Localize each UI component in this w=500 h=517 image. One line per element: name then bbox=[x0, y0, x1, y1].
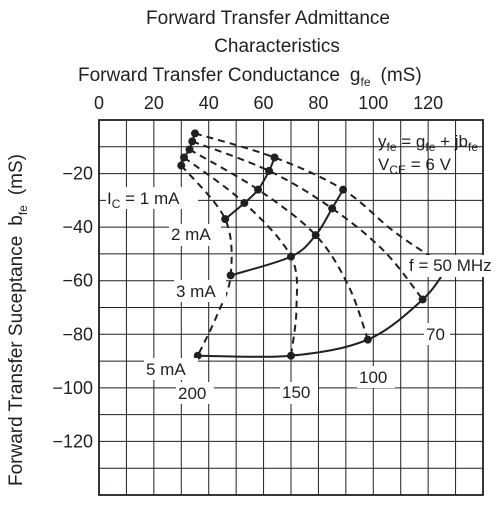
label-ic-1ma: IC = 1 mA bbox=[107, 189, 180, 211]
data-point bbox=[185, 145, 194, 154]
grid bbox=[99, 120, 483, 495]
ic-label-bg bbox=[106, 187, 198, 209]
y-axis-unit: (mS) bbox=[6, 154, 27, 195]
x-tick-label: 40 bbox=[199, 93, 219, 113]
y-tick-label: −40 bbox=[62, 217, 93, 237]
y-tick-label: −120 bbox=[52, 431, 93, 451]
label-150-bg bbox=[280, 382, 318, 404]
label-5ma-bg bbox=[144, 358, 198, 380]
y-axis-symbol: b bbox=[6, 215, 27, 226]
data-point bbox=[311, 231, 320, 240]
formula-vce: VCE = 6 V bbox=[378, 155, 452, 177]
data-point bbox=[339, 185, 348, 194]
data-point bbox=[226, 271, 235, 280]
data-point bbox=[254, 185, 263, 194]
x-tick-label: 120 bbox=[413, 93, 443, 113]
data-point bbox=[418, 295, 427, 304]
x-tick-label: 80 bbox=[308, 93, 328, 113]
x-tick-label: 0 bbox=[94, 93, 104, 113]
frequency-curve bbox=[188, 148, 369, 340]
label-150: 150 bbox=[282, 383, 310, 402]
y-axis-title: Forward Transfer Suceptance bfe (mS) bbox=[6, 154, 30, 486]
y-axis-symbol-sub: fe bbox=[16, 205, 30, 215]
label-100: 100 bbox=[359, 368, 387, 387]
label-2ma: 2 mA bbox=[171, 225, 211, 244]
label-50mhz-bg bbox=[407, 255, 499, 277]
label-200: 200 bbox=[178, 384, 206, 403]
label-50mhz: f = 50 MHz bbox=[409, 256, 492, 275]
formula-yfe: yfe = gfe + jbfe bbox=[378, 132, 478, 154]
data-point bbox=[188, 137, 197, 146]
label-3ma-bg bbox=[174, 280, 226, 302]
chart-title-line1: Forward Transfer Admittance bbox=[146, 8, 390, 29]
y-tick-labels: −20 −40 −60 −80 −100 −120 bbox=[52, 164, 93, 452]
data-point bbox=[221, 215, 230, 224]
frequency-curve bbox=[191, 140, 424, 301]
x-axis-symbol-sub: fe bbox=[360, 75, 370, 89]
x-tick-label: 60 bbox=[254, 93, 274, 113]
y-tick-label: −100 bbox=[52, 378, 93, 398]
data-point bbox=[191, 129, 199, 138]
chart-title-line2: Characteristics bbox=[214, 36, 340, 57]
label-2ma-bg bbox=[169, 224, 221, 246]
x-axis-title: Forward Transfer Conductance gfe (mS) bbox=[78, 65, 422, 89]
y-tick-label: −80 bbox=[62, 324, 93, 344]
label-3ma: 3 mA bbox=[176, 282, 216, 301]
x-axis-symbol: g bbox=[350, 65, 361, 86]
data-point bbox=[193, 351, 202, 360]
y-tick-label: −20 bbox=[62, 164, 93, 184]
x-axis-unit: (mS) bbox=[381, 65, 422, 86]
data-point bbox=[363, 335, 372, 344]
data-point bbox=[270, 153, 279, 162]
data-point bbox=[180, 153, 189, 162]
current-curve bbox=[224, 157, 276, 220]
label-70-bg bbox=[424, 323, 450, 345]
y-tick-label: −60 bbox=[62, 271, 93, 291]
plot-frame bbox=[98, 119, 484, 496]
label-100-bg bbox=[357, 366, 395, 388]
x-axis-label: Forward Transfer Conductance bbox=[78, 65, 340, 86]
x-tick-labels: 0 20 40 60 80 100 120 bbox=[94, 93, 443, 113]
y-axis-label: Forward Transfer Suceptance bbox=[6, 236, 27, 486]
data-point bbox=[287, 351, 295, 360]
data-point bbox=[177, 161, 186, 170]
x-tick-label: 20 bbox=[144, 93, 164, 113]
data-point bbox=[240, 199, 249, 208]
label-5ma: 5 mA bbox=[146, 360, 186, 379]
label-70: 70 bbox=[426, 325, 445, 344]
data-points bbox=[177, 129, 452, 360]
data-point bbox=[328, 204, 337, 213]
label-200-bg bbox=[176, 382, 214, 404]
data-point bbox=[287, 252, 295, 261]
data-point bbox=[265, 166, 274, 175]
x-tick-label: 100 bbox=[358, 93, 388, 113]
